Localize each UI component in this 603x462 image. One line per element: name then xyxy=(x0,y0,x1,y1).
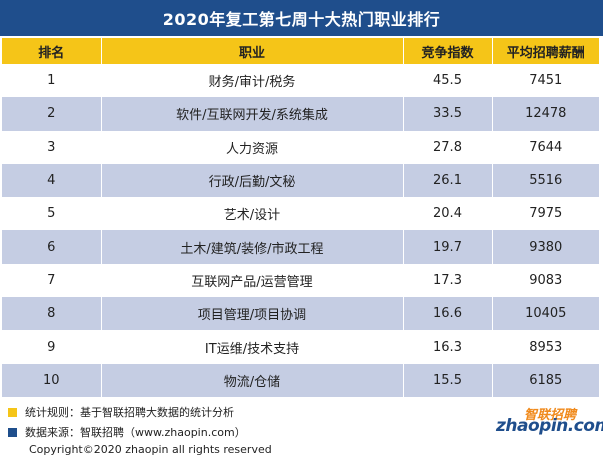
rank-cell: 10 xyxy=(2,363,102,397)
table-row: 9 IT运维/技术支持 16.3 8953 xyxy=(2,330,599,364)
note-stat-rule-text: 统计规则：基于智联招聘大数据的统计分析 xyxy=(25,406,234,419)
job-cell: 互联网产品/运营管理 xyxy=(101,263,404,298)
header-job: 职业 xyxy=(101,38,404,64)
table-row: 3 人力资源 27.8 7644 xyxy=(2,130,599,164)
index-cell: 15.5 xyxy=(403,363,493,397)
rank-cell: 1 xyxy=(2,64,102,98)
salary-cell: 7644 xyxy=(492,130,599,164)
salary-cell: 8953 xyxy=(492,330,599,364)
job-cell: 软件/互联网开发/系统集成 xyxy=(101,97,404,131)
salary-cell: 10405 xyxy=(492,297,599,331)
job-cell: 艺术/设计 xyxy=(101,197,404,231)
yellow-square-icon xyxy=(8,407,17,417)
job-cell: 土木/建筑/装修/市政工程 xyxy=(101,230,404,264)
rank-cell: 5 xyxy=(2,197,102,231)
note-stat-rule: 统计规则：基于智联招聘大数据的统计分析 xyxy=(8,404,234,420)
table-row: 7 互联网产品/运营管理 17.3 9083 xyxy=(2,263,599,298)
logo-cn-text: 智联招聘 xyxy=(523,408,576,423)
table-row: 1 财务/审计/税务 45.5 7451 xyxy=(2,64,599,98)
copyright-text: Copyright©2020 zhaopin all rights reserv… xyxy=(29,443,272,456)
salary-cell: 6185 xyxy=(492,363,599,397)
job-cell: 行政/后勤/文秘 xyxy=(101,163,404,198)
salary-cell: 7975 xyxy=(492,197,599,231)
ranking-table: 排名 职业 竞争指数 平均招聘薪酬 1 财务/审计/税务 45.5 7451 2… xyxy=(2,38,599,397)
salary-cell: 7451 xyxy=(492,64,599,98)
note-data-source: 数据来源：智联招聘（www.zhaopin.com） xyxy=(8,424,246,440)
index-cell: 16.6 xyxy=(403,297,493,331)
table-row: 5 艺术/设计 20.4 7975 xyxy=(2,197,599,231)
job-cell: 财务/审计/税务 xyxy=(101,64,404,98)
index-cell: 33.5 xyxy=(403,97,493,131)
note-data-source-text: 数据来源：智联招聘（www.zhaopin.com） xyxy=(25,426,246,439)
index-cell: 20.4 xyxy=(403,197,493,231)
rank-cell: 3 xyxy=(2,130,102,164)
table-row: 2 软件/互联网开发/系统集成 33.5 12478 xyxy=(2,97,599,131)
header-competition-index: 竞争指数 xyxy=(403,38,493,64)
index-cell: 26.1 xyxy=(403,163,493,198)
header-avg-salary: 平均招聘薪酬 xyxy=(492,38,599,64)
header-rank: 排名 xyxy=(2,38,102,64)
index-cell: 19.7 xyxy=(403,230,493,264)
page-title: 2020年复工第七周十大热门职业排行 xyxy=(0,0,603,36)
table-header-row: 排名 职业 竞争指数 平均招聘薪酬 xyxy=(2,38,599,64)
rank-cell: 2 xyxy=(2,97,102,131)
table-row: 8 项目管理/项目协调 16.6 10405 xyxy=(2,297,599,331)
rank-cell: 9 xyxy=(2,330,102,364)
job-cell: IT运维/技术支持 xyxy=(101,330,404,364)
salary-cell: 5516 xyxy=(492,163,599,198)
job-cell: 人力资源 xyxy=(101,130,404,164)
index-cell: 27.8 xyxy=(403,130,493,164)
rank-cell: 6 xyxy=(2,230,102,264)
rank-cell: 7 xyxy=(2,263,102,298)
logo-en-text: zhaopin.com xyxy=(496,416,603,436)
rank-cell: 8 xyxy=(2,297,102,331)
rank-cell: 4 xyxy=(2,163,102,198)
job-cell: 物流/仓储 xyxy=(101,363,404,397)
salary-cell: 12478 xyxy=(492,97,599,131)
blue-square-icon xyxy=(8,427,17,437)
table-row: 6 土木/建筑/装修/市政工程 19.7 9380 xyxy=(2,230,599,264)
index-cell: 17.3 xyxy=(403,263,493,298)
zhaopin-logo: 智联招聘 zhaopin.com xyxy=(496,404,603,436)
index-cell: 45.5 xyxy=(403,64,493,98)
job-cell: 项目管理/项目协调 xyxy=(101,297,404,331)
table-row: 4 行政/后勤/文秘 26.1 5516 xyxy=(2,163,599,198)
salary-cell: 9083 xyxy=(492,263,599,298)
index-cell: 16.3 xyxy=(403,330,493,364)
salary-cell: 9380 xyxy=(492,230,599,264)
table-row: 10 物流/仓储 15.5 6185 xyxy=(2,363,599,397)
